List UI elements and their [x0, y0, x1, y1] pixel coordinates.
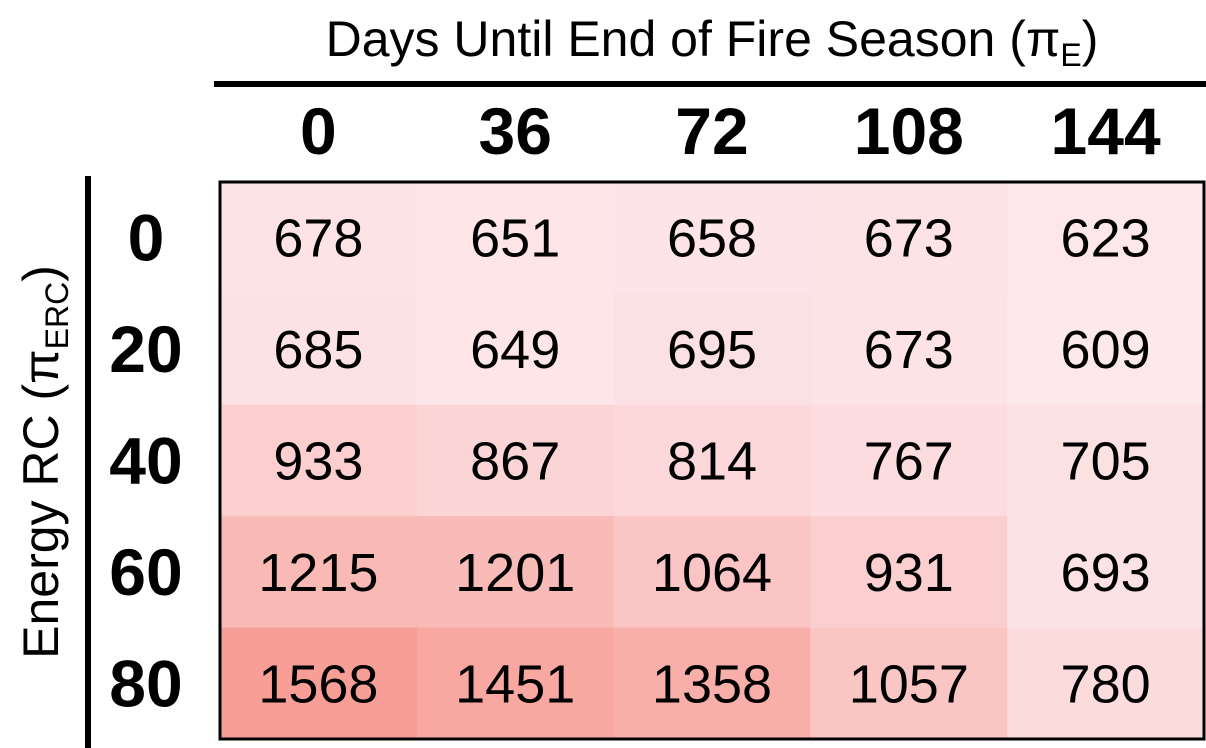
heatmap-cell: [416, 627, 615, 740]
cell-value-label: 673: [864, 320, 954, 380]
heatmap-cell: [613, 516, 811, 629]
heatmap-cell: [220, 404, 418, 517]
x-axis-title: Days Until End of Fire Season (πE): [326, 11, 1099, 73]
x-axis-title-subscript: E: [1060, 37, 1081, 73]
heatmap-cell: [810, 404, 1008, 517]
heatmap-cells: [220, 182, 1205, 740]
heatmap-cell: [220, 516, 418, 629]
x-tick-label: 144: [1051, 94, 1161, 168]
cell-value-label: 1358: [652, 654, 772, 714]
x-tick-label: 108: [854, 94, 964, 168]
heatmap-cell: [613, 293, 811, 406]
heatmap-cell: [613, 182, 811, 294]
cell-value-label: 1201: [455, 543, 575, 603]
cell-labels: 678 651 658 673 623 685 649 695 673 609 933 867 814 7…: [258, 209, 1150, 715]
cell-value-label: 609: [1061, 320, 1151, 380]
heatmap-border: [218, 180, 1206, 741]
cell-value-label: 649: [470, 320, 560, 380]
heatmap-cell: [220, 627, 418, 740]
x-tick-label: 72: [675, 94, 748, 168]
x-axis-title-main: Days Until End of Fire Season (π: [326, 11, 1061, 67]
heatmap-cell: [810, 627, 1008, 740]
cell-value-label: 685: [273, 320, 363, 380]
cell-value-label: 931: [864, 543, 954, 603]
cell-value-label: 1057: [849, 654, 969, 714]
heatmap-cell: [416, 404, 615, 517]
y-tick-label: 0: [128, 201, 165, 275]
y-tick-labels: 0 20 40 60 80: [109, 201, 182, 721]
heatmap-cell: [1007, 182, 1205, 294]
cell-value-label: 651: [470, 209, 560, 269]
heatmap-cell: [1007, 516, 1205, 629]
y-axis-title-main: Energy RC (π: [13, 349, 69, 659]
cell-value-label: 623: [1061, 209, 1151, 269]
cell-value-label: 693: [1061, 543, 1151, 603]
y-axis-title: Energy RC (πERC): [13, 265, 75, 659]
x-tick-labels: 0 36 72 108 144: [300, 94, 1161, 168]
heatmap-cell: [810, 516, 1008, 629]
cell-value-label: 780: [1061, 654, 1151, 714]
heatmap-cell: [1007, 293, 1205, 406]
cell-value-label: 705: [1061, 432, 1151, 492]
y-axis-title-subscript: ERC: [39, 282, 75, 350]
heatmap-cell: [416, 293, 615, 406]
heatmap-cell: [613, 404, 811, 517]
y-tick-label: 40: [109, 424, 182, 498]
cell-value-label: 814: [667, 432, 757, 492]
cell-value-label: 678: [273, 209, 363, 269]
heatmap-cell: [810, 293, 1008, 406]
x-axis-title-close: ): [1082, 11, 1099, 67]
x-tick-label: 0: [300, 94, 337, 168]
heatmap-cell: [810, 182, 1008, 294]
y-tick-label: 80: [109, 646, 182, 720]
cell-value-label: 867: [470, 432, 560, 492]
y-tick-label: 20: [109, 312, 182, 386]
cell-value-label: 933: [273, 432, 363, 492]
cell-value-label: 1568: [258, 654, 378, 714]
cell-value-label: 673: [864, 209, 954, 269]
heatmap-cell: [416, 516, 615, 629]
cell-value-label: 1064: [652, 543, 772, 603]
heatmap-cell: [220, 182, 418, 294]
heatmap-cell: [220, 293, 418, 406]
heatmap-cell: [613, 627, 811, 740]
heatmap-cell: [1007, 627, 1205, 740]
y-tick-label: 60: [109, 535, 182, 609]
y-axis-title-close: ): [13, 265, 69, 282]
cell-value-label: 658: [667, 209, 757, 269]
x-tick-label: 36: [478, 94, 551, 168]
heatmap-cell: [416, 182, 615, 294]
cell-value-label: 695: [667, 320, 757, 380]
cell-value-label: 767: [864, 432, 954, 492]
cell-value-label: 1451: [455, 654, 575, 714]
cell-value-label: 1215: [258, 543, 378, 603]
heatmap-cell: [1007, 404, 1205, 517]
